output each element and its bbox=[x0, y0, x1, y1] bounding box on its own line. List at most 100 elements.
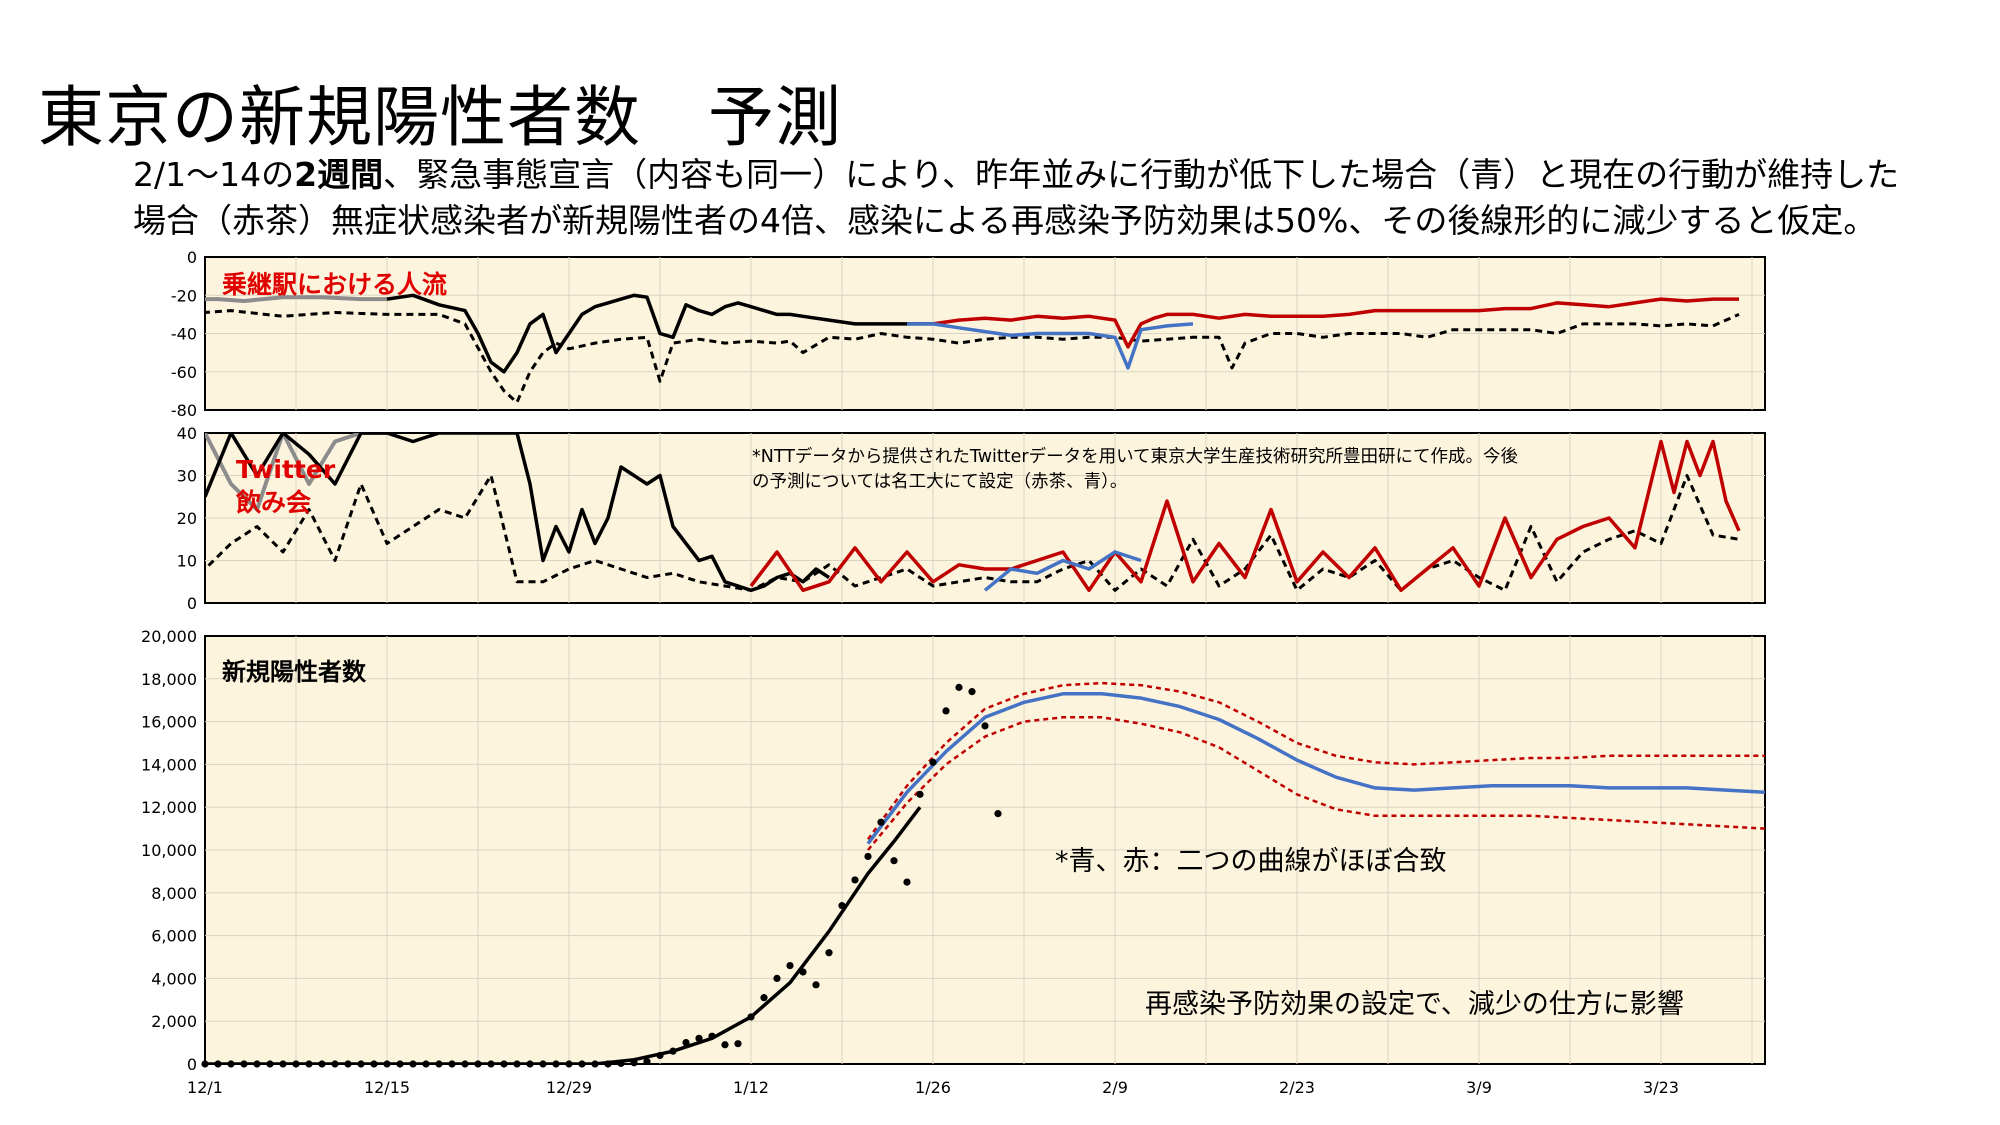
observed-point bbox=[994, 810, 1002, 818]
observed-point bbox=[474, 1060, 482, 1068]
bottom-panel-label: 新規陽性者数 bbox=[222, 658, 367, 686]
bottom-series-dashed-red-line bbox=[867, 716, 1765, 851]
middle-panel-note-line2: の予測については名工大にて設定（赤茶、青）。 bbox=[752, 472, 1127, 492]
observed-point bbox=[708, 1032, 716, 1040]
observed-point bbox=[214, 1060, 222, 1068]
bottom-ytick-label: 2,000 bbox=[151, 1012, 197, 1031]
x-tick-label: 12/1 bbox=[187, 1078, 223, 1097]
observed-point bbox=[747, 1013, 755, 1021]
middle-series-solid-gray-line bbox=[205, 433, 387, 512]
observed-point bbox=[890, 857, 898, 865]
x-tick-label: 2/23 bbox=[1279, 1078, 1315, 1097]
observed-point bbox=[929, 758, 937, 766]
middle-ytick-label: 40 bbox=[177, 424, 197, 443]
observed-point bbox=[968, 688, 976, 696]
observed-point bbox=[448, 1060, 456, 1068]
x-tick-label: 2/9 bbox=[1102, 1078, 1128, 1097]
page-title: 東京の新規陽性者数 予測 bbox=[38, 79, 842, 156]
middle-series-solid-red-line bbox=[749, 439, 1741, 593]
observed-point bbox=[435, 1060, 443, 1068]
observed-point bbox=[513, 1060, 521, 1068]
observed-point bbox=[591, 1060, 599, 1068]
top-ytick-label: -80 bbox=[171, 401, 197, 420]
observed-point bbox=[292, 1060, 300, 1068]
observed-point bbox=[279, 1060, 287, 1068]
observed-point bbox=[903, 878, 911, 886]
observed-point bbox=[344, 1060, 352, 1068]
middle-series-dashed-black-line bbox=[205, 474, 1740, 592]
observed-point bbox=[318, 1060, 326, 1068]
observed-point bbox=[877, 818, 885, 826]
observed-point bbox=[760, 994, 768, 1002]
subtitle-bold: 2週間 bbox=[294, 155, 384, 194]
bottom-ytick-label: 12,000 bbox=[141, 798, 197, 817]
observed-point bbox=[955, 683, 963, 691]
middle-panel-note-line1: *NTTデータから提供されたTwitterデータを用いて東京大学生産技術研究所豊… bbox=[752, 446, 1519, 467]
annotation-reinfection-effect: 再感染予防効果の設定で、減少の仕方に影響 bbox=[1145, 989, 1684, 1020]
bottom-series-solid-black-line bbox=[205, 806, 922, 1064]
x-tick-label: 12/15 bbox=[364, 1078, 410, 1097]
middle-ytick-label: 0 bbox=[187, 594, 197, 613]
bottom-series-solid-blue-line bbox=[866, 692, 1765, 845]
observed-point bbox=[409, 1060, 417, 1068]
observed-point bbox=[669, 1047, 677, 1055]
top-series-solid-blue-line bbox=[907, 322, 1194, 370]
bottom-ytick-label: 18,000 bbox=[141, 670, 197, 689]
observed-point bbox=[942, 707, 950, 715]
x-tick-label: 1/26 bbox=[915, 1078, 951, 1097]
top-ytick-label: -40 bbox=[171, 325, 197, 344]
observed-point bbox=[656, 1051, 664, 1060]
middle-panel-label-party: 飲み会 bbox=[235, 488, 311, 517]
observed-point bbox=[981, 722, 989, 730]
observed-point bbox=[812, 981, 820, 989]
bottom-ytick-label: 16,000 bbox=[141, 713, 197, 732]
subtitle-post: 、緊急事態宣言（内容も同一）により、昨年並みに行動が低下した場合（青）と現在の行… bbox=[383, 155, 1900, 194]
x-tick-label: 1/12 bbox=[733, 1078, 769, 1097]
top-ytick-label: 0 bbox=[187, 248, 197, 267]
observed-point bbox=[500, 1060, 508, 1068]
bottom-ytick-label: 6,000 bbox=[151, 927, 197, 946]
observed-point bbox=[630, 1059, 638, 1067]
observed-point bbox=[383, 1060, 391, 1068]
observed-point bbox=[734, 1040, 742, 1048]
observed-point bbox=[721, 1041, 729, 1049]
observed-point bbox=[643, 1057, 651, 1066]
bottom-ytick-label: 20,000 bbox=[141, 627, 197, 646]
top-series-dashed-black-line bbox=[205, 309, 1740, 404]
observed-point bbox=[487, 1060, 495, 1068]
observed-point bbox=[565, 1060, 573, 1068]
observed-point bbox=[695, 1034, 703, 1042]
observed-point bbox=[786, 961, 794, 970]
observed-point bbox=[552, 1060, 560, 1068]
subtitle-pre: 2/1～14の bbox=[133, 155, 295, 194]
observed-point bbox=[539, 1060, 547, 1068]
observed-point bbox=[617, 1059, 625, 1067]
x-tick-label: 3/9 bbox=[1466, 1078, 1492, 1097]
bottom-ytick-label: 4,000 bbox=[151, 969, 197, 988]
observed-point bbox=[916, 790, 924, 798]
observed-point bbox=[825, 949, 833, 957]
bottom-series-dashed-red-line bbox=[866, 681, 1765, 841]
top-ytick-label: -60 bbox=[171, 363, 197, 382]
observed-point bbox=[851, 876, 859, 884]
observed-point bbox=[526, 1060, 534, 1068]
observed-point bbox=[864, 852, 872, 861]
top-ytick-label: -20 bbox=[171, 286, 197, 305]
middle-panel-label-twitter: Twitter bbox=[236, 455, 336, 484]
observed-point bbox=[396, 1060, 404, 1068]
bottom-ytick-label: 14,000 bbox=[141, 755, 197, 774]
observed-point bbox=[799, 968, 807, 976]
observed-point bbox=[227, 1060, 235, 1068]
observed-point bbox=[253, 1060, 261, 1068]
top-panel-label: 乗継駅における人流 bbox=[222, 270, 447, 299]
observed-point bbox=[838, 902, 846, 910]
observed-point bbox=[578, 1060, 586, 1068]
observed-point bbox=[201, 1060, 209, 1068]
middle-ytick-label: 30 bbox=[177, 467, 197, 486]
observed-point bbox=[604, 1060, 612, 1068]
top-series-solid-black-line bbox=[386, 293, 933, 374]
top-series-solid-red-line bbox=[932, 297, 1739, 349]
observed-point bbox=[370, 1060, 378, 1068]
middle-series-solid-blue-line bbox=[983, 550, 1142, 592]
observed-point bbox=[773, 974, 781, 983]
